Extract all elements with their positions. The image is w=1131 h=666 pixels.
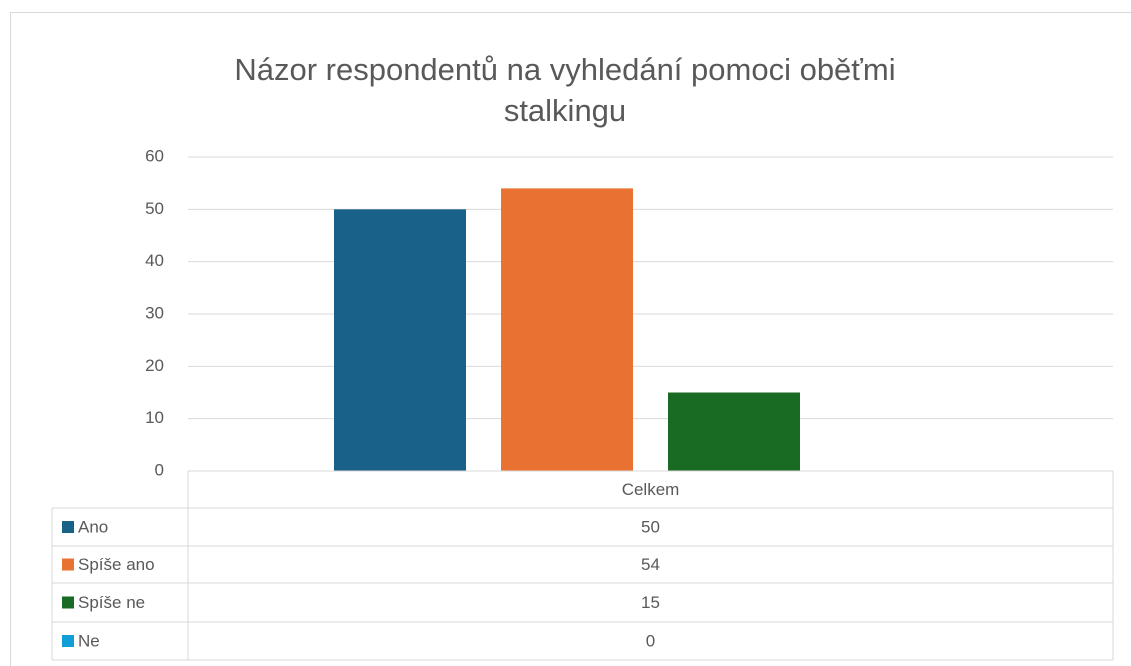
legend-key: [62, 596, 74, 609]
y-tick-label: 60: [145, 146, 164, 165]
bar: [501, 188, 633, 471]
legend-label: Ano: [78, 517, 108, 536]
y-tick-label: 20: [145, 356, 164, 375]
y-tick-label: 40: [145, 251, 164, 270]
legend-key: [62, 558, 74, 571]
y-tick-label: 50: [145, 199, 164, 218]
y-tick-label: 30: [145, 303, 164, 322]
chart-title: Názor respondentů na vyhledání pomoci ob…: [234, 52, 895, 128]
legend-label: Spíše ano: [78, 555, 155, 574]
table-value: 54: [641, 555, 660, 574]
bar: [334, 209, 466, 472]
y-tick-label: 10: [145, 408, 164, 427]
legend-key: [62, 521, 74, 533]
x-tick-label: Celkem: [622, 480, 680, 499]
legend-key: [62, 635, 74, 647]
table-value: 0: [646, 631, 655, 650]
bar: [668, 392, 800, 471]
legend-label: Ne: [78, 631, 100, 650]
table-value: 15: [641, 593, 660, 612]
table-value: 50: [641, 517, 660, 536]
y-tick-label: 0: [155, 460, 164, 479]
legend-label: Spíše ne: [78, 593, 145, 612]
